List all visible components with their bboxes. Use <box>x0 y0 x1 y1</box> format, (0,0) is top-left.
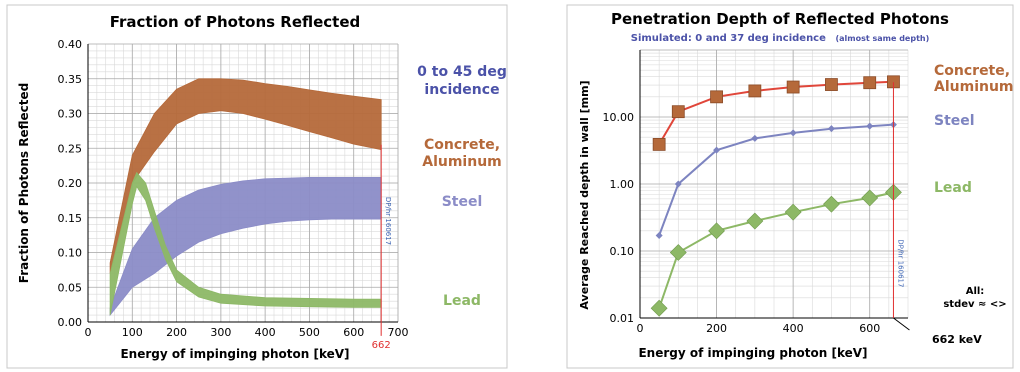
chart2-watermark: DP/hr 160617 <box>896 239 904 287</box>
chart2-point-steel <box>827 125 835 133</box>
chart1-x-tick-label: 400 <box>255 326 276 339</box>
chart1-x-tick-label: 300 <box>210 326 231 339</box>
chart1-y-tick-label: 0.35 <box>58 73 83 86</box>
chart1-label-concrete-aluminum: Concrete, Aluminum <box>422 137 502 170</box>
chart2-point-concrete-aluminum <box>671 105 685 119</box>
chart2-subtitle-main: Simulated: 0 and 37 deg incidence <box>631 33 826 44</box>
chart2-point-steel <box>866 122 874 130</box>
chart1-662-label: 662 <box>372 340 391 351</box>
chart2-y-tick-label: 1.00 <box>610 178 635 191</box>
chart2-title: Penetration Depth of Reflected Photons <box>611 10 949 28</box>
chart2-label-lead: Lead <box>934 180 972 196</box>
right-panel-frame <box>566 4 1014 369</box>
chart2-stdev-note: All: stdev ≈ <> <box>943 286 1006 310</box>
chart2-point-concrete-aluminum <box>748 84 762 98</box>
chart2-x-tick-label: 200 <box>706 322 727 335</box>
chart1-x-tick-label: 500 <box>299 326 320 339</box>
fraction-reflected-chart: Fraction of Photons Reflected 662 DP/hr 1… <box>17 13 507 361</box>
chart2-point-lead <box>669 244 687 261</box>
chart1-label-steel: Steel <box>442 194 483 210</box>
chart1-y-axis-label: Fraction of Photons Reflected <box>17 83 31 283</box>
chart1-y-tick-label: 0.25 <box>58 142 83 155</box>
chart1-x-tick-label: 200 <box>166 326 187 339</box>
chart1-x-tick-label: 0 <box>85 326 92 339</box>
chart2-point-lead <box>861 189 879 207</box>
chart2-x-tick-label: 600 <box>859 322 880 335</box>
chart1-series-labels: 0 to 45 deg incidence Concrete, Aluminum Ste… <box>417 64 507 309</box>
chart2-point-concrete-aluminum <box>863 76 877 90</box>
penetration-depth-chart: Penetration Depth of Reflected Photons S… <box>578 10 1014 360</box>
chart2-point-steel <box>713 146 721 154</box>
chart2-y-tick-label: 0.01 <box>610 312 635 325</box>
chart2-label-steel: Steel <box>934 113 975 129</box>
chart2-subtitle-note: (almost same depth) <box>835 34 929 43</box>
chart2-y-tick-label: 0.10 <box>610 245 635 258</box>
chart2-662-label: 662 keV <box>932 333 982 346</box>
chart2-axes <box>639 50 910 331</box>
chart1-y-tick-label: 0.15 <box>58 212 83 225</box>
chart2-662-pointer <box>893 317 910 331</box>
chart1-y-tick-label: 0.05 <box>58 281 83 294</box>
chart2-point-lead <box>650 299 668 317</box>
chart1-x-axis-label: Energy of impinging photon [keV] <box>120 347 349 361</box>
chart2-subtitle: Simulated: 0 and 37 deg incidence (almos… <box>631 26 930 45</box>
chart2-point-steel <box>789 129 797 137</box>
chart1-x-tick-label: 100 <box>122 326 143 339</box>
chart2-point-concrete-aluminum <box>786 80 800 94</box>
chart1-x-tick-label: 600 <box>343 326 364 339</box>
chart2-series-labels: Concrete, Aluminum Steel Lead All: stdev ≈ <> <box>934 63 1014 310</box>
chart2-point-steel <box>655 232 663 240</box>
chart2-tick-labels: 662 keV DP/hr 160617 0.01 0.10 1.00 10.00 0 200… <box>603 111 983 346</box>
chart1-x-tick-label: 700 <box>388 326 409 339</box>
chart2-point-lead <box>784 203 802 221</box>
chart1-watermark: DP/hr 160617 <box>384 197 392 245</box>
chart2-point-concrete-aluminum <box>652 137 666 151</box>
chart2-y-tick-label: 10.00 <box>603 111 635 124</box>
chart1-y-tick-label: 0.10 <box>58 247 83 260</box>
chart1-y-tick-label: 0.40 <box>58 38 83 51</box>
chart1-y-tick-label: 0.20 <box>58 177 83 190</box>
chart2-series <box>650 75 902 317</box>
chart2-x-tick-label: 0 <box>637 322 644 335</box>
chart1-tick-labels: 662 DP/hr 160617 0.00 0.05 0.10 0.15 0.20 0.25 0… <box>58 38 409 351</box>
chart1-y-tick-label: 0.00 <box>58 316 83 329</box>
chart2-point-steel <box>674 180 682 188</box>
chart2-point-steel <box>751 134 759 142</box>
chart1-label-lead: Lead <box>443 293 481 309</box>
chart2-point-concrete-aluminum <box>710 90 723 104</box>
chart1-axes <box>87 44 398 336</box>
chart2-point-concrete-aluminum <box>825 78 838 91</box>
chart2-line-steel <box>658 123 894 236</box>
chart1-incidence-note: 0 to 45 deg incidence <box>417 64 507 98</box>
chart1-y-tick-label: 0.30 <box>58 108 83 121</box>
chart2-x-axis-label: Energy of impinging photon [keV] <box>638 346 867 360</box>
chart2-y-axis-label: Average Reached depth in wall [mm] <box>578 80 591 309</box>
chart1-title: Fraction of Photons Reflected <box>110 13 361 31</box>
chart2-point-lead <box>823 195 840 213</box>
chart2-label-concrete-aluminum: Concrete, Aluminum <box>934 63 1014 95</box>
chart2-x-tick-label: 400 <box>783 322 804 335</box>
chart2-point-lead <box>746 212 764 230</box>
chart2-point-lead <box>708 222 725 240</box>
